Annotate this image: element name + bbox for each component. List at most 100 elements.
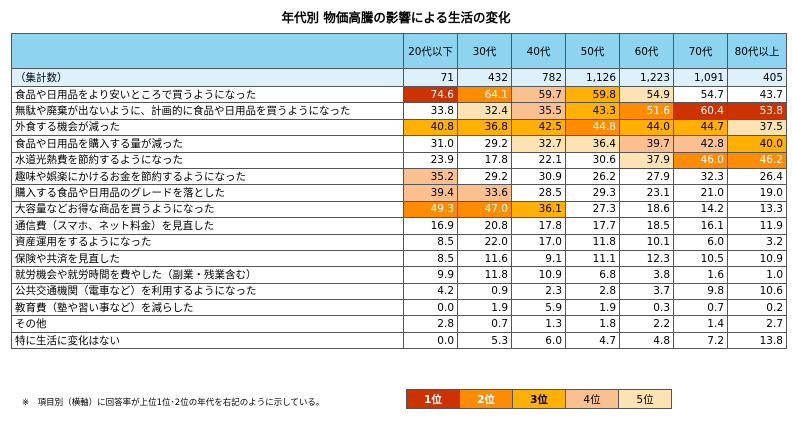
value-cell: 20.8 [457,217,512,235]
count-cell: 1,091 [673,68,728,87]
row-label: 大容量などお得な商品を買うようになった [11,200,404,219]
table-row: 資産運用をするようになった 8.5 22.0 17.0 11.8 10.1 6.0 3.2 [11,233,787,251]
value-cell: 29.2 [457,135,512,153]
row-label: 外食する機会が減った [11,118,404,137]
value-cell: 39.4 [403,184,458,202]
value-cell: 59.7 [511,85,566,104]
value-cell: 35.2 [403,167,458,186]
value-cell: 10.9 [727,249,787,268]
value-cell: 49.3 [403,200,458,219]
value-cell: 17.7 [565,217,620,235]
value-cell: 6.0 [673,233,728,251]
row-label: 特に生活に変化はない [11,331,404,350]
value-cell: 32.3 [673,167,728,186]
value-cell: 8.5 [403,233,458,251]
value-cell: 30.9 [511,167,566,186]
value-cell: 12.3 [619,249,674,268]
value-cell: 26.2 [565,167,620,186]
legend-rank-2: 2位 [459,389,513,409]
column-header: 60代 [619,33,674,69]
value-cell: 44.7 [673,118,728,137]
value-cell: 2.7 [727,315,787,333]
value-cell: 10.9 [511,266,566,284]
table-row: 通信費（スマホ、ネット料金）を見直した 16.9 20.8 17.8 17.7 18.5 1… [11,217,787,235]
value-cell: 22.1 [511,151,566,169]
legend-rank-1: 1位 [406,389,460,409]
value-cell: 37.5 [727,118,787,137]
column-header: 70代 [673,33,728,69]
value-cell: 44.8 [565,118,620,137]
value-cell: 35.5 [511,102,566,120]
table-row: 特に生活に変化はない 0.0 5.3 6.0 4.7 4.8 7.2 13.8 [11,331,787,350]
row-label: 資産運用をするようになった [11,233,404,251]
value-cell: 1.0 [727,266,787,284]
count-row-label: （集計数） [11,68,404,87]
column-header: 20代以下 [403,33,458,69]
table-row: 保険や共済を見直した 8.5 11.6 9.1 11.1 12.3 10.5 10.9 [11,249,787,268]
column-header: 40代 [511,33,566,69]
table-row: その他 2.8 0.7 1.3 1.8 2.2 1.4 2.7 [11,315,787,333]
table-row: 趣味や娯楽にかけるお金を節約するようになった 35.2 29.2 30.9 26.2 27… [11,167,787,186]
value-cell: 36.1 [511,200,566,219]
value-cell: 2.8 [565,282,620,301]
value-cell: 46.0 [673,151,728,169]
table-row: 大容量などお得な商品を買うようになった 49.3 47.0 36.1 27.3 18.6 1… [11,200,787,219]
count-cell: 405 [727,68,787,87]
table-row: 水道光熱費を節約するようになった 23.9 17.8 22.1 30.6 37.9 46.0… [11,151,787,169]
value-cell: 1.8 [565,315,620,333]
value-cell: 37.9 [619,151,674,169]
value-cell: 40.0 [727,135,787,153]
table-row: 就労機会や就労時間を費やした（副業・残業含む） 9.9 11.8 10.9 6.8 3.8… [11,266,787,284]
footnote: ※ 項目別（横軸）に回答率が上位1位･2位の年代を右記のように示している。 [22,398,325,408]
value-cell: 17.8 [511,217,566,235]
row-label: 就労機会や就労時間を費やした（副業・残業含む） [11,266,404,284]
value-cell: 18.5 [619,217,674,235]
value-cell: 27.9 [619,167,674,186]
value-cell: 13.8 [727,331,787,350]
value-cell: 23.1 [619,184,674,202]
value-cell: 51.6 [619,102,674,120]
value-cell: 0.0 [403,331,458,350]
value-cell: 33.8 [403,102,458,120]
value-cell: 6.8 [565,266,620,284]
table-row: 食品や日用品をより安いところで買うようになった 74.6 64.1 59.7 59.8 5… [11,85,787,104]
value-cell: 27.3 [565,200,620,219]
value-cell: 16.9 [403,217,458,235]
count-cell: 1,223 [619,68,674,87]
value-cell: 1.9 [457,299,512,317]
value-cell: 29.2 [457,167,512,186]
row-label: 食品や日用品を購入する量が減った [11,135,404,153]
page-title: 年代別 物価高騰の影響による生活の変化 [281,10,511,25]
row-label: 趣味や娯楽にかけるお金を節約するようになった [11,167,404,186]
value-cell: 44.0 [619,118,674,137]
table-row: 外食する機会が減った 40.8 36.8 42.5 44.8 44.0 44.7 37.5 [11,118,787,137]
value-cell: 13.3 [727,200,787,219]
value-cell: 22.0 [457,233,512,251]
table-body: （集計数） 71 432 782 1,126 1,223 1,091 405 食… [11,68,787,350]
value-cell: 1.6 [673,266,728,284]
value-cell: 54.7 [673,85,728,104]
value-cell: 43.7 [727,85,787,104]
value-cell: 29.3 [565,184,620,202]
value-cell: 42.5 [511,118,566,137]
value-cell: 17.8 [457,151,512,169]
value-cell: 14.2 [673,200,728,219]
value-cell: 1.3 [511,315,566,333]
count-row: （集計数） 71 432 782 1,126 1,223 1,091 405 [11,68,787,87]
value-cell: 36.8 [457,118,512,137]
value-cell: 9.9 [403,266,458,284]
legend-rank-4: 4位 [565,389,619,409]
count-cell: 1,126 [565,68,620,87]
value-cell: 31.0 [403,135,458,153]
value-cell: 9.1 [511,249,566,268]
row-label: 教育費（塾や習い事など）を減らした [11,299,404,317]
value-cell: 30.6 [565,151,620,169]
value-cell: 8.5 [403,249,458,268]
value-cell: 74.6 [403,85,458,104]
value-cell: 64.1 [457,85,512,104]
table-row: 公共交通機関（電車など）を利用するようになった 4.2 0.9 2.3 2.8 3.7 9.… [11,282,787,301]
value-cell: 26.4 [727,167,787,186]
value-cell: 11.1 [565,249,620,268]
value-cell: 53.8 [727,102,787,120]
table-row: 無駄や廃棄が出ないように、計画的に食品や日用品を買うようになった 33.8 32.4… [11,102,787,120]
